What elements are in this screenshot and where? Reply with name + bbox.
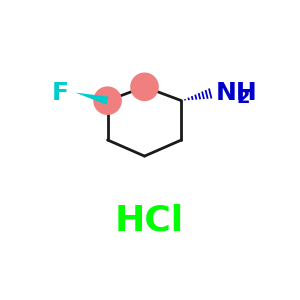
Polygon shape xyxy=(75,93,109,105)
Text: NH: NH xyxy=(216,81,258,105)
Circle shape xyxy=(130,73,159,101)
Text: F: F xyxy=(51,81,68,105)
Text: HCl: HCl xyxy=(115,204,184,238)
Circle shape xyxy=(93,86,122,115)
Text: 2: 2 xyxy=(236,88,250,107)
